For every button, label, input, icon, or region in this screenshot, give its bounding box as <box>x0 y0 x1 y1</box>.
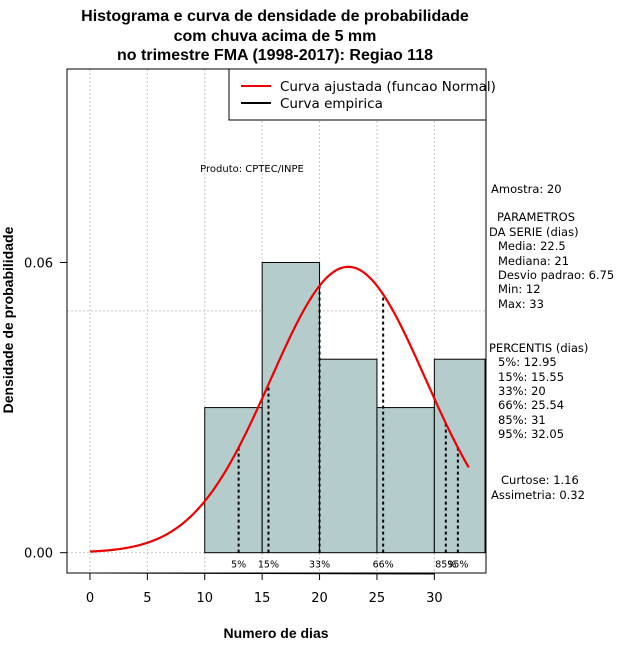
normal-fit-line <box>89 265 470 553</box>
x-tick-label-0: 0 <box>86 591 94 606</box>
stat-p66: 66%: 25.54 <box>498 398 564 412</box>
percentile-label-1: 15% <box>258 560 279 571</box>
histogram-bar-2 <box>319 358 378 554</box>
stat-p15: 15%: 15.55 <box>498 370 564 384</box>
axes: 0 5 10 15 20 25 30 0.00 0.06 <box>24 256 443 606</box>
percentile-label-0: 5% <box>231 560 246 571</box>
legend: Curva ajustada (funcao Normal) Curva emp… <box>228 68 496 121</box>
stat-media: Media: 22.5 <box>498 239 566 253</box>
percentile-label-5: 95% <box>447 560 468 571</box>
stat-curtose: Curtose: 1.16 <box>501 473 579 487</box>
y-tick-label-0: 0.00 <box>24 547 53 562</box>
stat-p5: 5%: 12.95 <box>498 355 557 369</box>
x-tick-label-2: 10 <box>196 591 213 606</box>
stat-min: Min: 12 <box>498 282 541 296</box>
stat-amostra: Amostra: 20 <box>491 182 562 196</box>
legend-label-empirica: Curva empirica <box>280 96 383 112</box>
normal-fit-curve <box>89 265 470 553</box>
stats-panel: Amostra: 20 PARAMETROS DA SERIE (dias) M… <box>489 182 614 502</box>
y-axis-label: Densidade de probabilidade <box>0 226 16 413</box>
stat-p95: 95%: 32.05 <box>498 427 564 441</box>
stat-assimetria: Assimetria: 0.32 <box>491 488 585 502</box>
y-tick-label-1: 0.06 <box>24 256 53 271</box>
chart-title-line-2: com chuva acima de 5 mm <box>174 28 377 45</box>
percentile-label-3: 66% <box>373 560 394 571</box>
x-tick-label-5: 25 <box>369 591 386 606</box>
x-axis-label: Numero de dias <box>223 625 328 641</box>
stat-p33: 33%: 20 <box>498 384 546 398</box>
stat-percentis-title: PERCENTIS (dias) <box>489 341 588 355</box>
histogram-bar-0 <box>204 407 263 554</box>
stat-max: Max: 33 <box>498 297 544 311</box>
stat-p85: 85%: 31 <box>498 413 546 427</box>
x-tick-label-4: 20 <box>311 591 328 606</box>
x-tick-label-6: 30 <box>426 591 443 606</box>
stat-mediana: Mediana: 21 <box>498 254 569 268</box>
histogram-bars <box>204 261 486 554</box>
chart-title-line-3: no trimestre FMA (1998-2017): Regiao 118 <box>117 47 433 64</box>
x-tick-label-1: 5 <box>143 591 151 606</box>
histogram-bar-4 <box>433 358 486 554</box>
histogram-bar-1 <box>261 261 321 554</box>
product-annotation: Produto: CPTEC/INPE <box>200 164 304 175</box>
stat-params-subtitle: DA SERIE (dias) <box>489 225 579 239</box>
histogram-bar-3 <box>376 407 435 554</box>
percentile-lines: 5% 15% 33% 66% 85%95% <box>231 285 468 571</box>
percentile-label-4: 85% <box>435 560 456 571</box>
stat-params-title: PARAMETROS <box>497 210 575 224</box>
stat-desvio: Desvio padrao: 6.75 <box>498 268 614 282</box>
legend-label-normal: Curva ajustada (funcao Normal) <box>280 79 496 95</box>
chart-title-line-1: Histograma e curva de densidade de proba… <box>81 8 469 25</box>
percentile-label-2: 33% <box>309 560 330 571</box>
x-tick-label-3: 15 <box>254 591 271 606</box>
